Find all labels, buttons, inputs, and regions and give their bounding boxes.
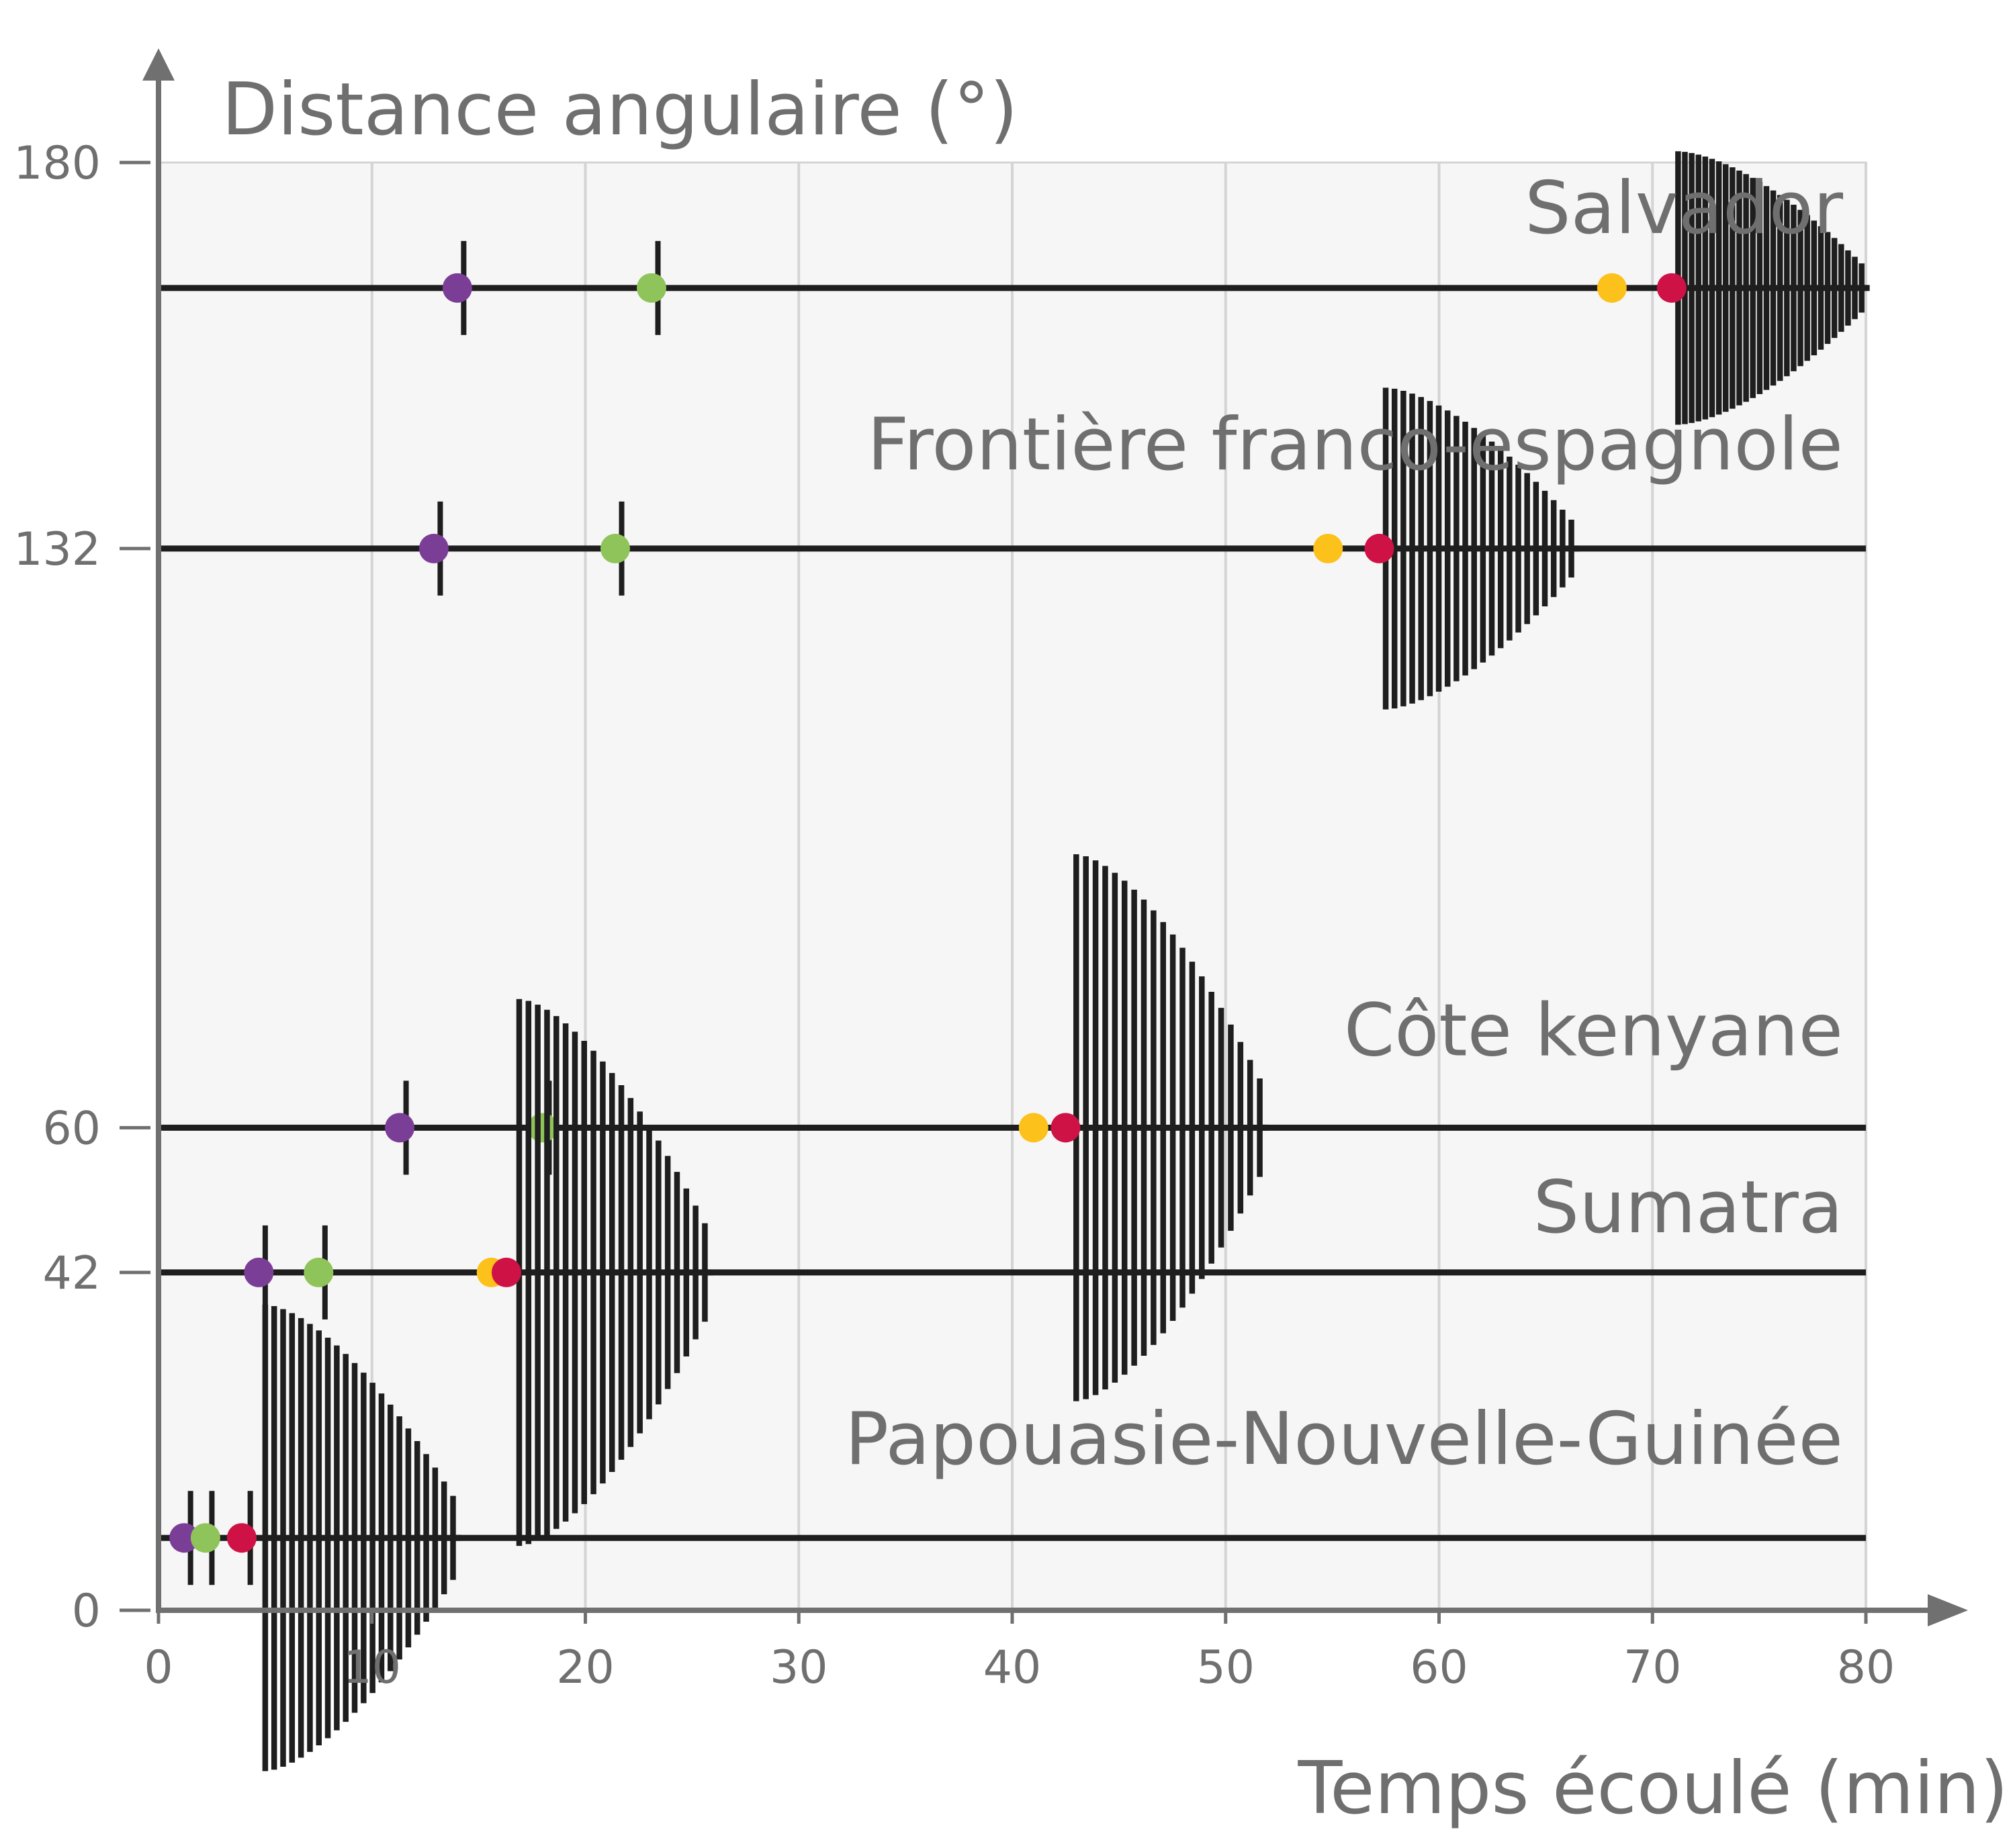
phase-dot-red	[1050, 1113, 1081, 1143]
phase-dot-red	[491, 1257, 521, 1287]
x-tick-label: 20	[556, 1641, 615, 1694]
phase-dot-green	[600, 533, 630, 563]
station-label: Frontière franco-espagnole	[867, 403, 1843, 487]
x-tick-label: 30	[770, 1641, 828, 1694]
y-tick-label: 132	[13, 523, 101, 576]
station-trace: Papouasie-Nouvelle-Guinée	[159, 1304, 1866, 1771]
axes	[120, 48, 1968, 1626]
x-axis-title: Temps écoulé (min)	[1298, 1747, 2008, 1831]
station-label: Sumatra	[1533, 1166, 1843, 1250]
y-tick-label: 42	[42, 1247, 101, 1300]
x-axis-arrow	[1928, 1594, 1968, 1626]
phase-dot-purple	[442, 273, 472, 303]
phase-dot-purple	[169, 1523, 199, 1553]
phase-dot-green	[304, 1257, 334, 1287]
phase-dot-red	[226, 1523, 257, 1553]
x-tick-label: 10	[343, 1641, 401, 1694]
y-axis-title: Distance angulaire (°)	[222, 68, 1018, 152]
station-trace: Frontière franco-espagnole	[159, 387, 1866, 710]
station-trace: Côte kenyane	[159, 854, 1866, 1401]
station-trace: Salvador	[159, 151, 1870, 425]
x-tick-label: 40	[983, 1641, 1042, 1694]
x-tick-label: 80	[1837, 1641, 1895, 1694]
station-label: Côte kenyane	[1344, 988, 1843, 1072]
y-tick-label: 0	[72, 1585, 101, 1638]
phase-dot-yellow	[1313, 533, 1343, 563]
x-tick-label: 50	[1196, 1641, 1255, 1694]
y-tick-label: 180	[13, 137, 101, 190]
phase-dot-red	[1364, 533, 1394, 563]
station-label: Salvador	[1525, 167, 1843, 250]
phase-dot-red	[1656, 273, 1687, 303]
y-axis-arrow	[142, 48, 175, 81]
station-trace: Sumatra	[159, 999, 1866, 1546]
x-tick-label: 70	[1623, 1641, 1682, 1694]
phase-dot-purple	[244, 1257, 274, 1287]
phase-dot-green	[637, 273, 667, 303]
phase-dot-purple	[385, 1113, 415, 1143]
phase-dot-yellow	[1597, 273, 1627, 303]
phase-dot-purple	[418, 533, 449, 563]
x-tick-label: 0	[144, 1641, 173, 1694]
x-tick-label: 60	[1410, 1641, 1468, 1694]
phase-dot-green	[190, 1523, 220, 1553]
station-label: Papouasie-Nouvelle-Guinée	[845, 1397, 1843, 1481]
phase-dot-yellow	[1018, 1113, 1048, 1143]
station-traces: Salvador Frontière franco-espagnole Côte k…	[159, 151, 1870, 1771]
y-tick-label: 60	[42, 1102, 101, 1155]
phase-dot-green	[527, 1113, 557, 1143]
tick-labels: 0 10 20 30 40 50 60 70 80 0 42 60 132 180	[13, 137, 1895, 1694]
